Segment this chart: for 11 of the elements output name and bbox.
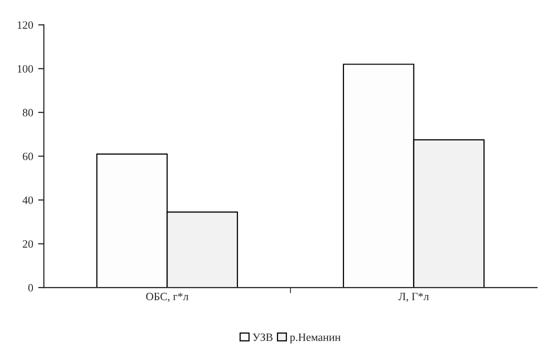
x-tick-label: ОБС, г*л [146, 292, 188, 302]
y-tick-label: 20 [22, 240, 33, 248]
x-tick-label: Л, Г*л [398, 292, 429, 302]
legend-label: УЗВ [252, 333, 273, 341]
y-tick-label: 120 [18, 21, 33, 29]
legend-label: р.Неманин [290, 334, 340, 344]
y-tick-label: 0 [28, 284, 33, 292]
y-tick-label: 60 [22, 152, 33, 160]
y-tick-label: 40 [22, 196, 33, 204]
y-tick-label: 80 [22, 108, 33, 116]
y-tick-label: 100 [18, 65, 33, 73]
